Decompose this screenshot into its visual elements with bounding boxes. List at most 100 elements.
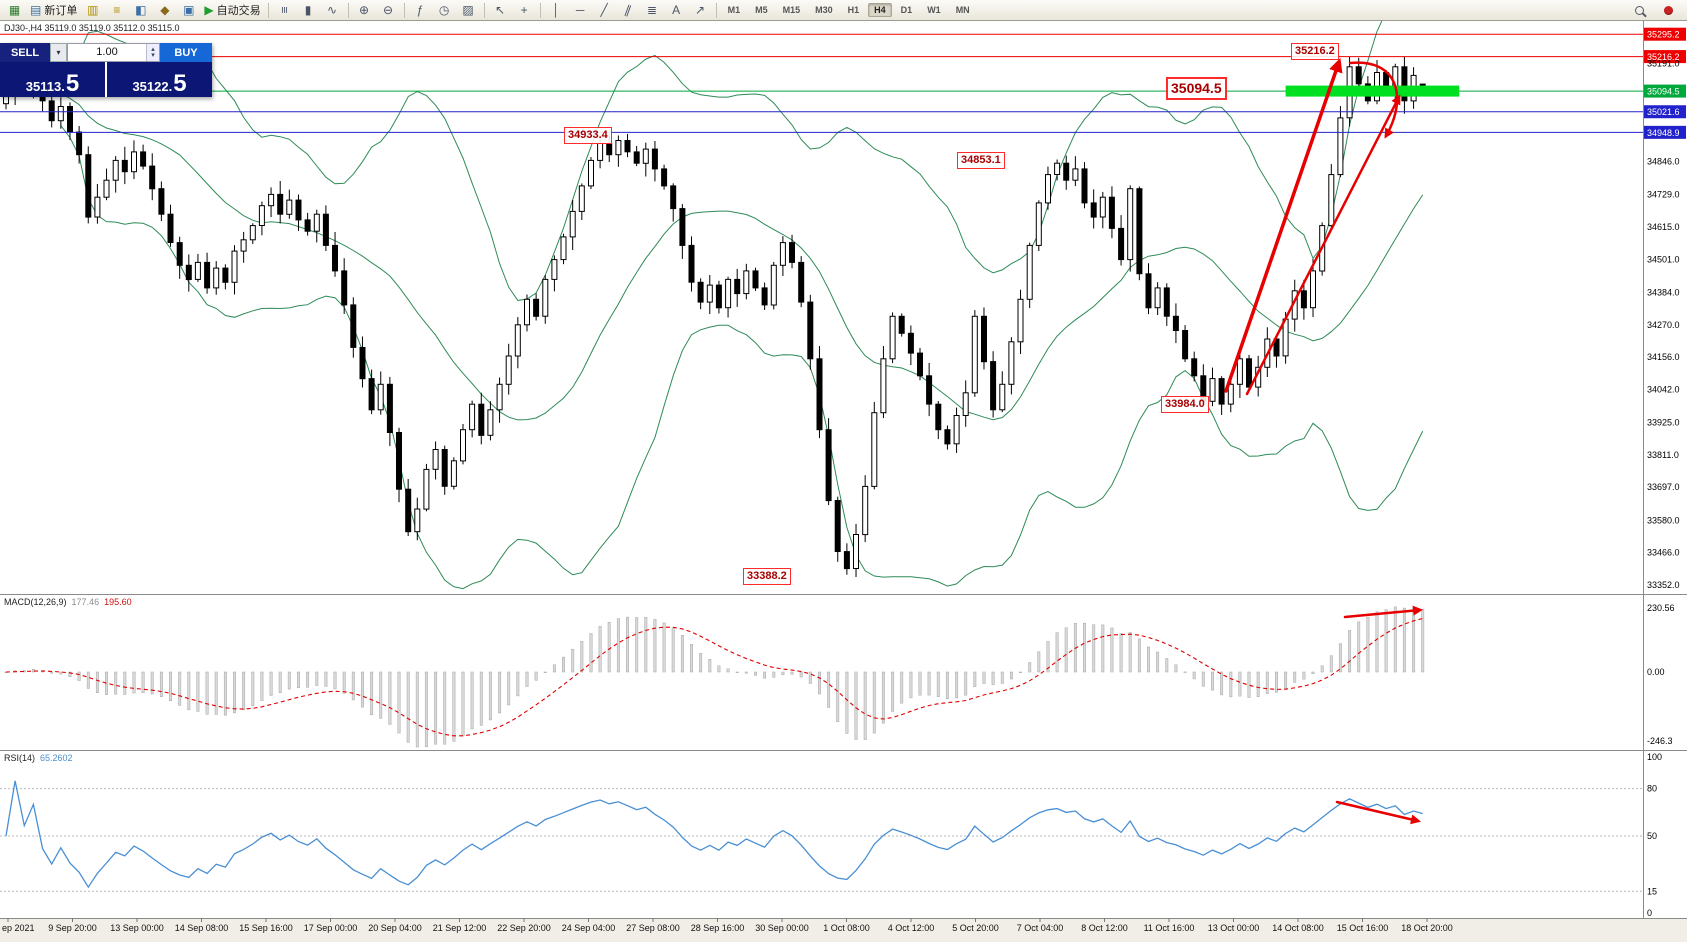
navigator-button[interactable]: ◆ (153, 1, 176, 20)
terminal-icon: ▣ (183, 3, 195, 17)
timeframe-d1-button[interactable]: D1 (895, 3, 919, 17)
market-watch-button[interactable]: ≡ (105, 1, 128, 20)
macd-signal-value: 195.60 (104, 597, 132, 607)
indicators-icon: ƒ (416, 3, 424, 17)
arrow-tool-icon: ↗ (695, 3, 706, 17)
macd-name: MACD(12,26,9) (4, 597, 67, 607)
svg-text:15: 15 (1647, 886, 1657, 896)
spinner-up-icon: ▴ (151, 45, 155, 53)
svg-text:-246.3: -246.3 (1647, 736, 1673, 746)
sell-price-display[interactable]: 35113. 5 (0, 62, 105, 97)
rsi-value: 65.2602 (40, 753, 73, 763)
svg-text:34270.0: 34270.0 (1647, 320, 1680, 330)
svg-text:34948.9: 34948.9 (1647, 128, 1680, 138)
svg-text:8 Oct 12:00: 8 Oct 12:00 (1081, 923, 1128, 933)
sell-button[interactable]: SELL (0, 43, 50, 62)
timeframe-m5-button[interactable]: M5 (749, 3, 774, 17)
timeframe-m1-button[interactable]: M1 (722, 3, 747, 17)
toolbar: ▦ ▤ 新订单 ▥ ≡ ◧ ◆ ▣ ▶ 自动交易 ≡ ▮ ∿ ⊕ ⊖ ƒ ◷ ▨ ↖ + │ ─ ╱ ∥ ≣ A ↗ M1 M5 M15 M… (0, 0, 1687, 21)
new-order-icon: ▤ (30, 3, 42, 17)
svg-text:13 Sep 00:00: 13 Sep 00:00 (110, 923, 164, 933)
timeframe-h1-label: H1 (847, 5, 860, 15)
line-chart-icon: ∿ (327, 3, 338, 17)
terminal-button[interactable]: ▣ (177, 1, 200, 20)
price-annotation: 33984.0 (1161, 396, 1209, 413)
svg-text:0.00: 0.00 (1647, 667, 1665, 677)
svg-text:35094.5: 35094.5 (1647, 87, 1680, 97)
one-click-trading-panel: SELL ▾ 1.00 ▴ ▾ BUY 35113. 5 35122. 5 (0, 43, 212, 97)
svg-text:21 Sep 12:00: 21 Sep 12:00 (433, 923, 487, 933)
search-button[interactable] (1628, 1, 1651, 20)
trendline-button[interactable]: ╱ (593, 1, 616, 20)
fibonacci-icon: ≣ (647, 3, 658, 17)
svg-text:27 Sep 08:00: 27 Sep 08:00 (626, 923, 680, 933)
horizontal-line-button[interactable]: ─ (569, 1, 592, 20)
text-button[interactable]: A (665, 1, 688, 20)
market-watch-icon: ≡ (113, 3, 121, 17)
timeframe-mn-label: MN (955, 5, 970, 15)
sell-price-main: 35113. (25, 79, 65, 94)
toolbar-separator (403, 2, 405, 18)
svg-text:33466.0: 33466.0 (1647, 548, 1680, 558)
volume-input[interactable]: 1.00 ▴ ▾ (67, 43, 160, 62)
buy-button[interactable]: BUY (160, 43, 212, 62)
horizontal-line-icon: ─ (575, 3, 585, 17)
channel-button[interactable]: ∥ (617, 1, 640, 20)
line-chart-button[interactable]: ∿ (321, 1, 344, 20)
templates-button[interactable]: ▨ (457, 1, 480, 20)
trendline-icon: ╱ (600, 3, 608, 17)
timeframe-m15-button[interactable]: M15 (777, 3, 807, 17)
svg-text:15 Sep 16:00: 15 Sep 16:00 (239, 923, 293, 933)
svg-text:13 Oct 00:00: 13 Oct 00:00 (1208, 923, 1260, 933)
indicators-button[interactable]: ƒ (409, 1, 432, 20)
chart-profiles-button[interactable]: ▥ (81, 1, 104, 20)
candlestick-chart-icon: ▮ (304, 3, 312, 17)
toolbar-separator (539, 2, 541, 18)
svg-text:34042.0: 34042.0 (1647, 384, 1680, 394)
search-icon (1635, 5, 1644, 15)
svg-text:1 Oct 08:00: 1 Oct 08:00 (823, 923, 870, 933)
timeframe-m30-label: M30 (815, 5, 833, 15)
price-annotation: 33388.2 (743, 568, 791, 585)
svg-text:230.56: 230.56 (1647, 603, 1675, 613)
toolbar-separator (715, 2, 717, 18)
autotrading-label: 自动交易 (216, 5, 261, 17)
timeframe-m15-label: M15 (782, 5, 801, 15)
zoom-out-button[interactable]: ⊖ (377, 1, 400, 20)
record-button[interactable] (1657, 1, 1680, 20)
chart-profiles-icon: ▥ (87, 3, 99, 17)
fibonacci-button[interactable]: ≣ (641, 1, 664, 20)
zoom-in-button[interactable]: ⊕ (353, 1, 376, 20)
timeframe-h4-button[interactable]: H4 (868, 3, 892, 17)
arrow-tool-button[interactable]: ↗ (689, 1, 712, 20)
rsi-name: RSI(14) (4, 753, 36, 763)
navigator-icon: ◆ (160, 3, 170, 17)
buy-price-display[interactable]: 35122. 5 (107, 62, 212, 97)
candlestick-chart-button[interactable]: ▮ (297, 1, 320, 20)
autotrading-button[interactable]: ▶ 自动交易 (201, 1, 263, 20)
timeframe-mn-button[interactable]: MN (950, 3, 976, 17)
timeframe-m30-button[interactable]: M30 (809, 3, 839, 17)
periods-button[interactable]: ◷ (433, 1, 456, 20)
crosshair-icon: + (520, 3, 528, 17)
timeframe-h1-button[interactable]: H1 (842, 3, 866, 17)
volume-spinner[interactable]: ▴ ▾ (146, 44, 159, 61)
svg-text:35191.0: 35191.0 (1647, 59, 1680, 69)
svg-text:20 Sep 04:00: 20 Sep 04:00 (368, 923, 422, 933)
svg-text:34615.0: 34615.0 (1647, 222, 1680, 232)
order-type-dropdown[interactable]: ▾ (50, 43, 67, 62)
svg-text:9 Sep 20:00: 9 Sep 20:00 (48, 923, 97, 933)
data-window-button[interactable]: ◧ (129, 1, 152, 20)
record-icon (1664, 5, 1673, 15)
cursor-button[interactable]: ↖ (489, 1, 512, 20)
bar-chart-button[interactable]: ≡ (273, 1, 296, 20)
volume-value: 1.00 (96, 46, 118, 58)
svg-text:22 Sep 20:00: 22 Sep 20:00 (497, 923, 551, 933)
new-order-button[interactable]: ▤ 新订单 (27, 1, 80, 20)
timeframe-w1-button[interactable]: W1 (921, 3, 947, 17)
vertical-line-button[interactable]: │ (545, 1, 568, 20)
crosshair-button[interactable]: + (513, 1, 536, 20)
new-chart-button[interactable]: ▦ (3, 1, 26, 20)
